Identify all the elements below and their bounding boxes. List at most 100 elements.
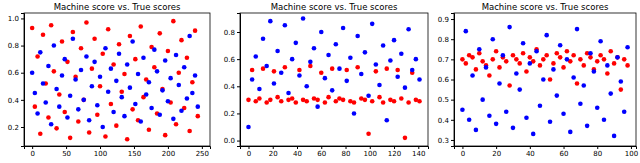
point <box>598 39 603 44</box>
point <box>35 54 40 59</box>
frame <box>240 13 428 146</box>
tick: 0.8 <box>8 42 24 50</box>
point <box>392 38 397 43</box>
point <box>35 111 40 116</box>
figure: 0501001502002500.20.40.60.81.0Machine sc… <box>0 0 640 163</box>
frame <box>24 13 210 146</box>
point <box>384 66 389 71</box>
point <box>268 19 273 24</box>
point <box>272 81 277 86</box>
tick-label: 0.0 <box>224 137 235 145</box>
point <box>65 115 70 120</box>
title: Machine score vs. True scores <box>482 2 609 12</box>
point <box>125 62 130 67</box>
tick: 0.8 <box>224 29 240 37</box>
y-axis: 0.00.20.40.60.8 <box>224 14 241 147</box>
point <box>76 119 81 124</box>
point <box>541 57 546 62</box>
tick-mark <box>21 73 24 74</box>
point <box>514 57 519 62</box>
point <box>517 87 522 92</box>
point <box>68 136 73 141</box>
point <box>185 96 190 101</box>
tick-label: 0.4 <box>224 83 236 91</box>
point <box>554 51 559 56</box>
point <box>163 133 168 138</box>
tick-label: 0.2 <box>8 124 19 132</box>
point <box>290 96 295 101</box>
tick-mark <box>451 19 454 20</box>
point <box>133 102 138 107</box>
point <box>30 26 35 31</box>
tick-label: 140 <box>412 150 425 158</box>
point <box>68 93 73 98</box>
tick: 100 <box>625 146 638 158</box>
point <box>511 53 516 58</box>
tick-mark <box>346 146 347 149</box>
tick: 0.6 <box>8 69 24 77</box>
point <box>490 57 495 62</box>
point <box>480 59 485 64</box>
point <box>524 69 529 74</box>
tick-label: 0.4 <box>438 117 450 125</box>
tick-label: 20 <box>269 150 278 158</box>
y-axis: 0.20.40.60.81.0 <box>8 14 25 147</box>
point <box>264 100 269 105</box>
point <box>272 69 277 74</box>
point <box>363 50 368 55</box>
point <box>326 53 331 58</box>
tick-label: 50 <box>62 150 71 158</box>
tick: 80 <box>342 146 351 158</box>
point <box>615 55 620 60</box>
point <box>90 66 95 71</box>
tick-label: 0 <box>247 150 251 158</box>
point <box>257 96 262 101</box>
tick-label: 0.8 <box>224 29 235 37</box>
point <box>578 101 583 106</box>
point <box>57 92 62 97</box>
point <box>507 25 512 30</box>
tick: 0.3 <box>438 137 454 145</box>
point <box>43 100 48 105</box>
tick-label: 20 <box>492 150 501 158</box>
point <box>622 109 627 114</box>
point <box>246 125 251 130</box>
point <box>166 49 171 54</box>
tick-mark <box>451 100 454 101</box>
point <box>130 107 135 112</box>
point <box>622 57 627 62</box>
point <box>308 60 313 65</box>
point <box>87 130 92 135</box>
point <box>122 114 127 119</box>
tick-mark <box>21 18 24 19</box>
point <box>352 100 357 105</box>
tick-label: 60 <box>560 150 569 158</box>
point <box>157 112 162 117</box>
point <box>588 55 593 60</box>
point <box>100 51 105 56</box>
point <box>176 83 181 88</box>
point <box>138 24 143 29</box>
point <box>182 65 187 70</box>
point <box>293 41 298 46</box>
point <box>399 96 404 101</box>
point <box>370 99 375 104</box>
tick-mark <box>237 86 240 87</box>
point <box>374 69 379 74</box>
tick: 0.4 <box>8 97 24 105</box>
point <box>187 34 192 39</box>
point <box>504 59 509 64</box>
point <box>106 27 111 32</box>
point <box>109 102 114 107</box>
point <box>250 77 255 82</box>
point <box>79 46 84 51</box>
point <box>534 49 539 54</box>
point <box>62 57 67 62</box>
point <box>504 109 509 114</box>
point <box>406 100 411 105</box>
point <box>100 125 105 130</box>
tick: 0.8 <box>438 36 454 44</box>
point <box>155 69 160 74</box>
tick: 40 <box>293 146 302 158</box>
point <box>176 70 181 75</box>
